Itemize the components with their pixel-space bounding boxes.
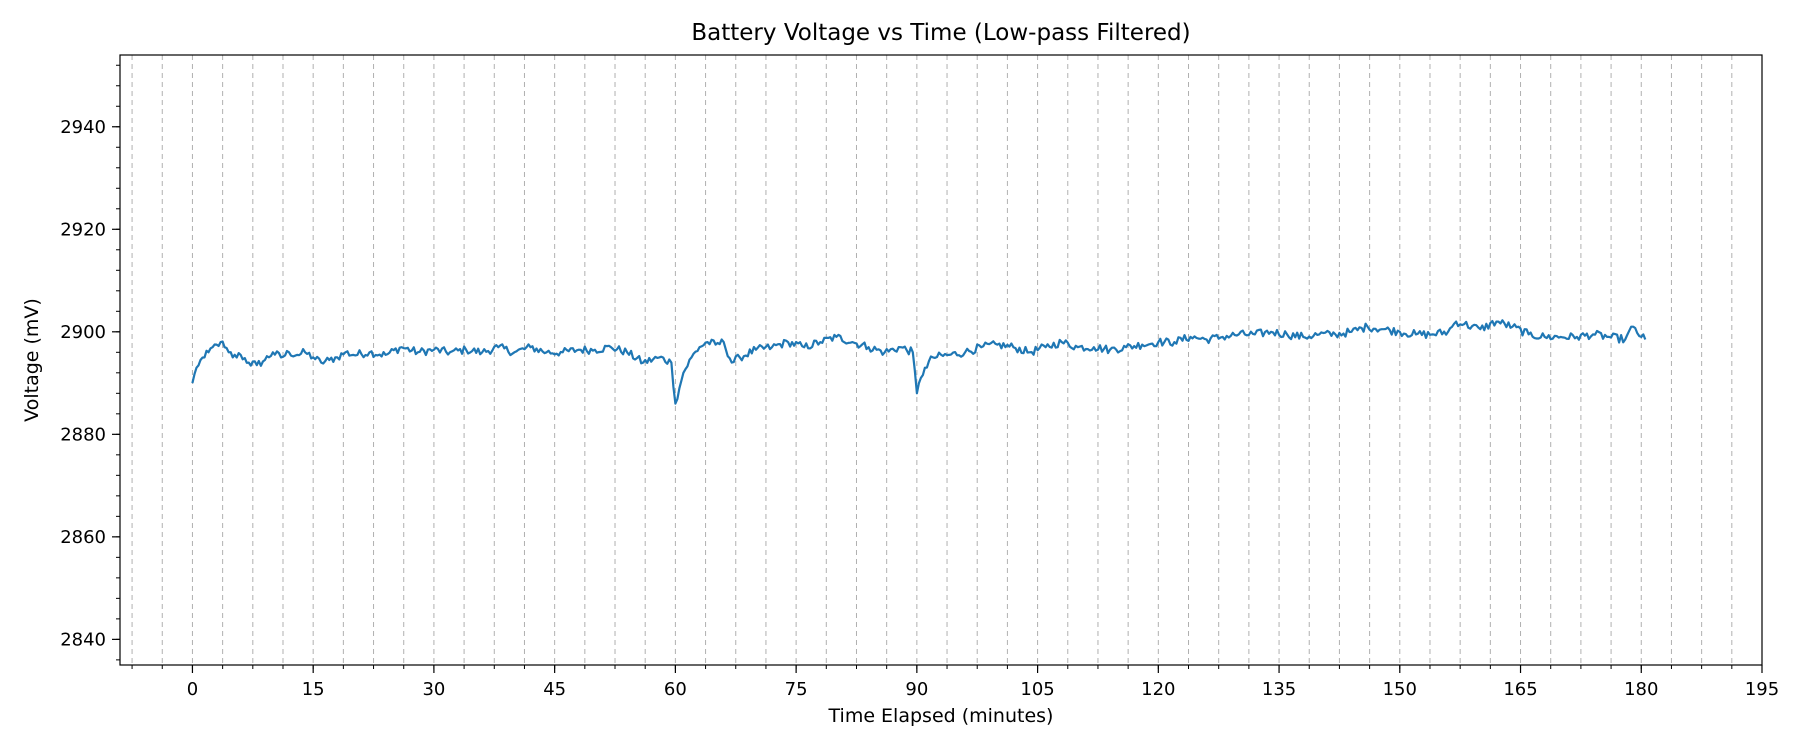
y-tick-label: 2860	[60, 527, 106, 548]
y-tick-label: 2880	[60, 424, 106, 445]
x-tick-label: 180	[1624, 679, 1658, 700]
x-tick-label: 30	[422, 679, 445, 700]
x-tick-label: 0	[187, 679, 198, 700]
axis-ticks: 0 15 30 45 60 75 90 105 120 135 150 165 180 195 2840 28…	[60, 64, 1779, 700]
x-axis-label: Time Elapsed (minutes)	[828, 705, 1054, 727]
x-tick-label: 120	[1141, 679, 1175, 700]
x-tick-label: 195	[1745, 679, 1779, 700]
y-tick-label: 2940	[60, 117, 106, 138]
x-tick-label: 60	[664, 679, 687, 700]
y-tick-label: 2840	[60, 629, 106, 650]
series-line	[191, 319, 1647, 405]
axes-frame	[119, 54, 1763, 666]
x-tick-label: 165	[1503, 679, 1537, 700]
y-tick-label: 2900	[60, 322, 106, 343]
plot-area	[191, 319, 1647, 405]
x-tick-label: 150	[1383, 679, 1417, 700]
y-axis-label: Voltage (mV)	[21, 298, 43, 422]
y-tick-label: 2920	[60, 219, 106, 240]
x-tick-label: 135	[1262, 679, 1296, 700]
x-tick-label: 90	[905, 679, 928, 700]
x-tick-label: 15	[302, 679, 325, 700]
grid-lines	[131, 55, 1763, 665]
x-tick-label: 45	[543, 679, 566, 700]
x-tick-label: 75	[785, 679, 808, 700]
chart-title: Battery Voltage vs Time (Low-pass Filter…	[691, 20, 1190, 46]
x-tick-label: 105	[1020, 679, 1054, 700]
